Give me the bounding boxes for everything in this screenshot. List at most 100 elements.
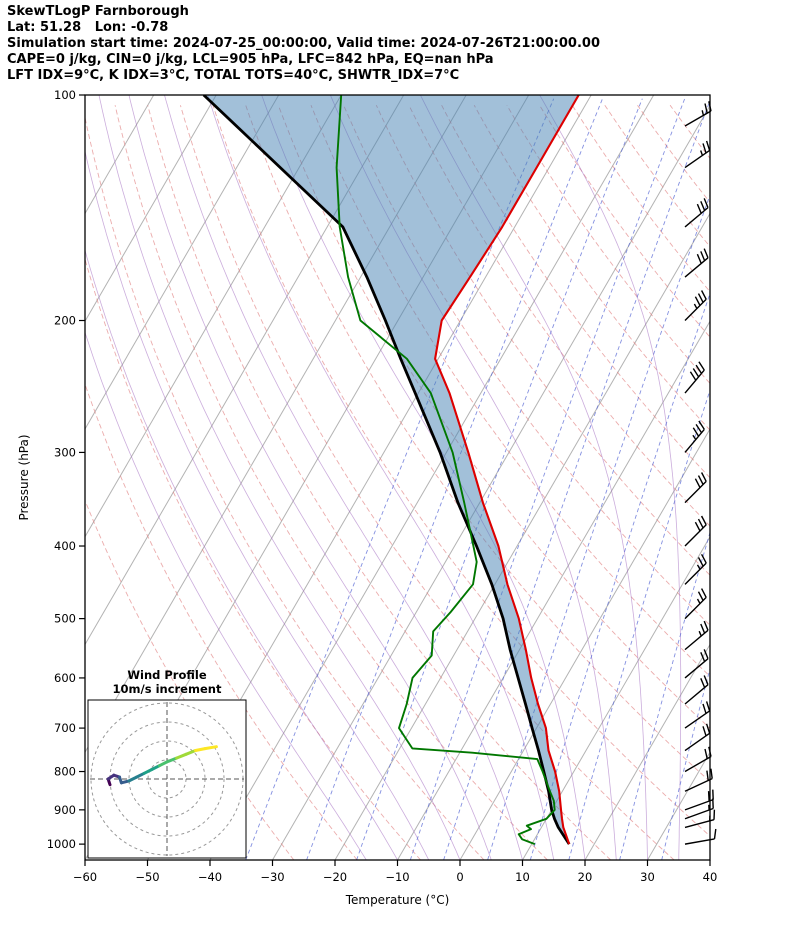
mixing-ratio-line (487, 193, 710, 860)
pressure-tick-label: 600 (54, 671, 76, 685)
dry-adiabat-line (571, 104, 710, 293)
chart-location: Lat: 51.28 Lon: -0.78 (7, 20, 169, 35)
dry-adiabat-line (669, 104, 710, 160)
moist-adiabat-line (128, 95, 492, 860)
y-axis-label: Pressure (hPa) (17, 434, 31, 520)
pressure-tick-label: 400 (54, 539, 76, 553)
hodograph-ring (109, 721, 225, 837)
pressure-tick-label: 1000 (47, 837, 76, 851)
temperature-curve (434, 95, 580, 845)
isotherm-line (709, 859, 710, 860)
wind-barb (684, 620, 709, 651)
isotherm-line (584, 643, 710, 860)
hodograph-trace-segment (165, 756, 178, 764)
pressure-tick-label: 300 (54, 445, 76, 459)
mixing-ratio-line (245, 98, 555, 860)
dry-adiabat-line (212, 105, 710, 837)
chart-times: Simulation start time: 2024-07-25_00:00:… (7, 36, 600, 51)
pressure-tick-label: 500 (54, 612, 76, 626)
wind-barb (684, 828, 717, 845)
wind-barb (684, 809, 716, 829)
wind-barb (684, 723, 711, 752)
moist-adiabat-line (85, 149, 430, 860)
mixing-ratio-line (619, 531, 710, 860)
isotherm-line (209, 95, 655, 860)
dry-adiabat-line (85, 115, 485, 860)
dry-adiabat-line (604, 104, 710, 248)
wind-barb (684, 789, 714, 811)
hodograph-trace-segment (175, 752, 188, 760)
dry-adiabat-line (441, 104, 710, 479)
parcel-curve (202, 95, 571, 845)
temperature-tick-label: −10 (385, 870, 409, 884)
mixing-ratio-line (661, 667, 710, 860)
pressure-tick-label: 800 (54, 765, 76, 779)
temperature-tick-label: −60 (73, 870, 97, 884)
isotherm-line (272, 104, 710, 860)
mixing-ratio-line (409, 98, 686, 860)
isotherm-line (85, 95, 405, 646)
moist-adiabat-line (207, 95, 555, 860)
chart-indices-2: LFT IDX=9°C, K IDX=3°C, TOTAL TOTS=40°C,… (7, 68, 460, 83)
isotherm-line (522, 535, 710, 860)
temperature-tick-label: 10 (515, 870, 530, 884)
wind-barb (684, 361, 705, 394)
wind-barb (684, 198, 709, 228)
wind-barb (684, 649, 709, 679)
wind-barb (684, 746, 712, 773)
moist-adiabat-line (98, 95, 461, 860)
pressure-tick-label: 700 (54, 721, 76, 735)
wind-barb (684, 701, 711, 729)
pressure-tick-label: 100 (54, 88, 76, 102)
pressure-tick-label: 900 (54, 803, 76, 817)
temperature-tick-label: 0 (456, 870, 463, 884)
dewpoint-curve (335, 95, 556, 845)
temperature-tick-label: −20 (323, 870, 347, 884)
wind-barb (684, 588, 707, 620)
x-axis-label: Temperature (°C) (345, 893, 450, 907)
hodograph-trace-segment (194, 747, 207, 752)
moist-adiabat-line (85, 331, 367, 860)
pressure-tick-label: 200 (54, 314, 76, 328)
dry-adiabat-line (473, 104, 710, 431)
temperature-tick-label: −30 (260, 870, 284, 884)
chart-plot-area (85, 95, 710, 860)
isotherm-line (85, 95, 280, 430)
dry-adiabat-line (637, 104, 710, 203)
hodograph-trace-segment (184, 749, 197, 756)
dry-adiabat-line (408, 104, 710, 527)
wind-barb (684, 420, 705, 453)
wind-barb (684, 140, 711, 169)
temperature-tick-label: 40 (703, 870, 718, 884)
wind-barb (684, 768, 713, 792)
wind-barb (684, 472, 707, 504)
moist-adiabat-line (85, 248, 398, 860)
dry-adiabat-line (245, 105, 710, 783)
isotherm-line (85, 95, 217, 323)
isotherm-line (85, 95, 342, 538)
temperature-tick-label: −50 (135, 870, 159, 884)
temperature-tick-label: −40 (198, 870, 222, 884)
moist-adiabat-line (164, 95, 523, 860)
hodograph-title: Wind Profile (127, 668, 207, 682)
mixing-ratio-line (443, 99, 710, 860)
chart-title: SkewTLogP Farnborough (7, 4, 189, 19)
wind-barb (684, 101, 712, 127)
wind-barb (684, 675, 709, 705)
cin-shade-area (203, 95, 579, 845)
isotherm-line (334, 212, 710, 860)
temperature-tick-label: 20 (578, 870, 593, 884)
wind-barb (684, 553, 707, 585)
chart-header: SkewTLogP Farnborough Lat: 51.28 Lon: -0… (7, 4, 600, 84)
moist-adiabat-line (539, 95, 682, 860)
dry-adiabat-line (506, 104, 710, 385)
wind-barb (684, 515, 707, 547)
dry-adiabat-line (114, 105, 548, 860)
hodograph-trace-segment (203, 745, 218, 751)
chart-indices-1: CAPE=0 j/kg, CIN=0 j/kg, LCL=905 hPa, LF… (7, 52, 494, 67)
temperature-tick-label: 30 (640, 870, 655, 884)
hodograph-subtitle: 10m/s increment (113, 682, 222, 696)
